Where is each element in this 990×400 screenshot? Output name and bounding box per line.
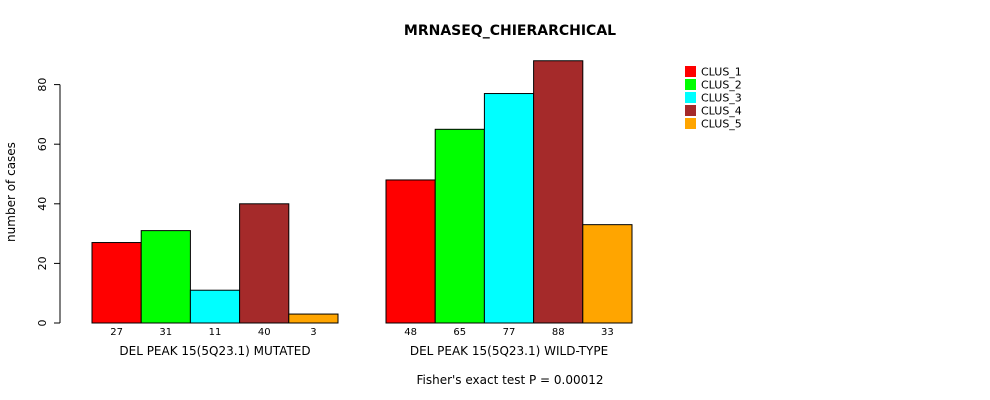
bar-clus-3-group-1 [189,289,241,324]
bar-clus-1-group-1 [91,242,142,324]
group-labels: DEL PEAK 15(5Q23.1) MUTATED DEL PEAK 15(5… [119,344,608,358]
y-axis-label: number of cases [4,142,18,242]
bar-count-label: 88 [552,327,565,338]
bar-clus-2-group-1 [140,230,191,324]
bar-count-label: 77 [503,327,516,338]
y-tick-label: 80 [36,78,49,92]
bar-clus-5-group-2 [582,224,633,324]
legend-label: CLUS_2 [701,79,742,92]
bar-clus-4-group-1 [239,203,290,324]
bar-count-label: 40 [258,327,271,338]
y-tick-label: 60 [36,137,49,151]
chart-title: MRNASEQ_CHIERARCHICAL [404,23,616,39]
footnote: Fisher's exact test P = 0.00012 [416,373,603,387]
bar-count-label: 33 [601,327,614,338]
bar-count-label: 3 [310,327,316,338]
legend-label: CLUS_3 [701,92,742,105]
bars [91,60,633,324]
legend-label: CLUS_1 [701,66,742,79]
y-tick-label: 40 [36,197,49,211]
y-tick-label: 20 [36,256,49,270]
y-tick-label: 0 [36,320,49,327]
legend-swatch [685,92,696,103]
bar-clus-3-group-2 [483,93,535,324]
bar-count-label: 27 [110,327,123,338]
group-label: DEL PEAK 15(5Q23.1) MUTATED [119,344,310,358]
bar-count-label: 11 [209,327,222,338]
bar-clus-4-group-2 [533,60,584,324]
legend-swatch [685,66,696,77]
bar-clus-2-group-2 [434,128,485,324]
bar-clus-5-group-1 [288,313,339,324]
legend-swatch [685,118,696,129]
count-labels: 27 31 11 40 3 48 65 77 88 33 [110,327,614,338]
y-axis: 0 20 40 60 80 [36,78,61,327]
bar-count-label: 48 [404,327,417,338]
bar-count-label: 65 [453,327,466,338]
group-label: DEL PEAK 15(5Q23.1) WILD-TYPE [410,344,608,358]
legend-swatch [685,105,696,116]
bar-clus-1-group-2 [385,179,436,324]
legend-swatch [685,79,696,90]
legend-label: CLUS_5 [701,118,742,131]
legend-label: CLUS_4 [701,105,742,118]
bar-count-label: 31 [159,327,172,338]
